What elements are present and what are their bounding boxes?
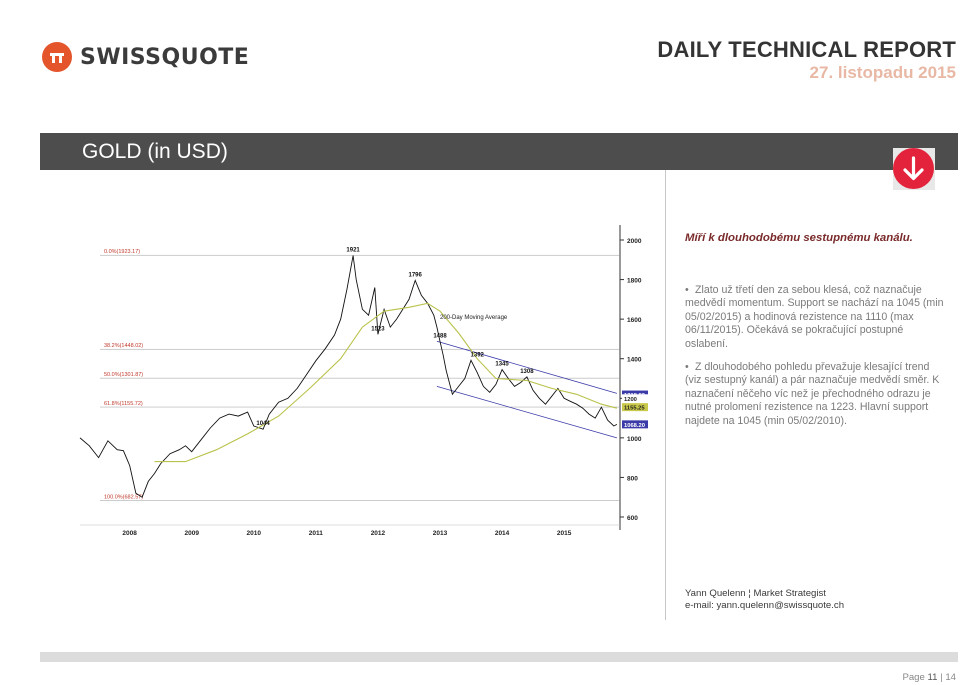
footer-band <box>40 652 958 662</box>
price-tag-label: 1068.20 <box>624 423 645 429</box>
x-tick-label: 2011 <box>309 530 323 537</box>
swissquote-logo: SWISSQUOTE <box>42 42 249 72</box>
fib-label: 38.2%(1448.02) <box>104 343 143 349</box>
x-tick-label: 2013 <box>433 530 448 537</box>
y-tick-label: 1000 <box>627 436 642 443</box>
x-tick-label: 2010 <box>247 530 262 537</box>
section-title-band: GOLD (in USD) <box>40 133 958 170</box>
peak-annotation: 1308 <box>520 369 534 375</box>
channel-upper-line <box>436 340 618 394</box>
price-line <box>79 255 618 498</box>
peak-annotation: 1488 <box>433 333 447 339</box>
moving-average-line <box>154 302 618 463</box>
y-tick-label: 2000 <box>627 238 642 245</box>
fib-label: 100.0%(682.57) <box>104 495 143 501</box>
arrow-down-icon <box>893 148 934 189</box>
report-date: 27. listopadu 2015 <box>809 63 956 82</box>
author-line: Yann Quelenn ¦ Market Strategist <box>685 588 826 599</box>
page-total: 14 <box>945 672 956 683</box>
y-tick-label: 800 <box>627 475 638 482</box>
peak-annotation: 1921 <box>346 248 360 254</box>
y-tick-label: 1600 <box>627 317 642 324</box>
ma-label: 200-Day Moving Average <box>440 315 508 321</box>
fib-label: 61.8%(1155.72) <box>104 401 143 407</box>
peak-annotation: 1523 <box>371 326 385 332</box>
analysis-bullet-1: • Zlato už třetí den za sebou klesá, což … <box>685 284 947 351</box>
bullet-marker: • <box>685 361 689 373</box>
x-tick-label: 2012 <box>371 530 386 537</box>
page-label: Page <box>902 672 925 683</box>
section-title: GOLD (in USD) <box>82 140 228 163</box>
channel-lower-line <box>436 386 618 439</box>
y-tick-label: 600 <box>627 515 638 522</box>
analysis-bullet-2: • Z dlouhodobého pohledu převažuje klesaj… <box>685 361 947 428</box>
swissquote-logo-icon <box>42 42 72 72</box>
column-divider <box>665 170 666 620</box>
analysis-headline: Míří k dlouhodobému sestupnému kanálu. <box>685 232 913 244</box>
fib-label: 0.0%(1923.17) <box>104 249 140 255</box>
x-tick-label: 2009 <box>184 530 199 537</box>
y-tick-label: 1400 <box>627 357 642 364</box>
report-title: DAILY TECHNICAL REPORT <box>657 37 956 62</box>
price-tag-label: 1155.25 <box>624 406 645 412</box>
peak-annotation: 1796 <box>408 272 422 278</box>
price-tag-box <box>622 420 648 429</box>
author-email: e-mail: yann.quelenn@swissquote.ch <box>685 600 845 612</box>
x-tick-label: 2014 <box>495 530 510 537</box>
price-tag-box <box>622 394 648 403</box>
bullet-text: Z dlouhodobého pohledu převažuje klesají… <box>685 361 940 427</box>
logo-text: SWISSQUOTE <box>80 44 250 70</box>
page-current: 11 <box>927 672 938 683</box>
gold-chart: 2000 1800 1600 1400 1200 1000 800 600 2008 2009 20… <box>79 225 648 537</box>
x-tick-label: 2008 <box>122 530 137 537</box>
x-tick-label: 2015 <box>557 530 572 537</box>
peak-annotation: 1392 <box>471 352 485 358</box>
page-number: Page 11 | 14 <box>902 672 956 683</box>
bullet-marker: • <box>685 284 689 296</box>
price-tag-box <box>622 403 648 412</box>
price-tag-label: 1200 <box>624 397 637 403</box>
peak-annotation: 1044 <box>256 421 270 427</box>
author-block: Yann Quelenn ¦ Market Strategist e-mail:… <box>685 588 844 613</box>
trend-indicator <box>893 148 935 190</box>
fib-label: 50.0%(1301.87) <box>104 372 143 378</box>
y-tick-label: 1800 <box>627 278 642 285</box>
page-separator: | <box>940 672 943 683</box>
bullet-text: Zlato už třetí den za sebou klesá, což n… <box>685 284 944 350</box>
peak-annotation: 1345 <box>495 362 509 368</box>
